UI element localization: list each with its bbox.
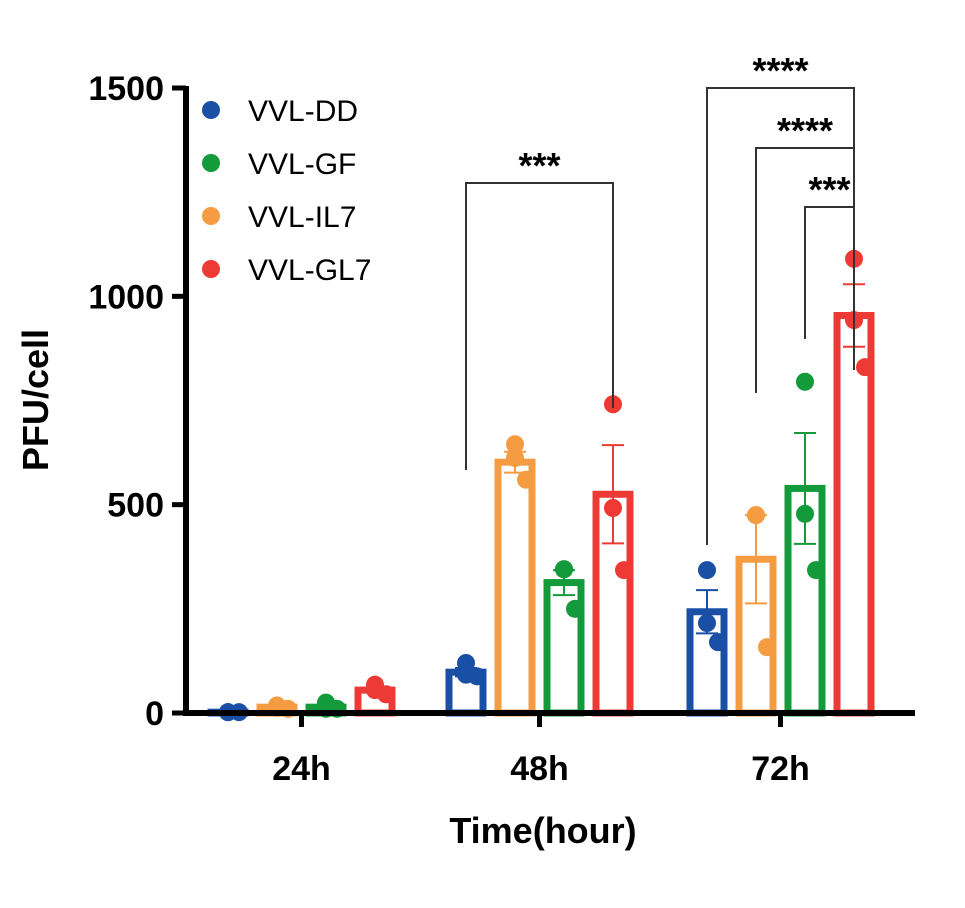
- data-point: [506, 435, 524, 454]
- data-point: [468, 667, 486, 686]
- x-axis-label: Time(hour): [449, 810, 636, 851]
- significance-label: ***: [518, 145, 560, 186]
- legend-label: VVL-GL7: [248, 254, 371, 287]
- significance-label: ****: [752, 50, 808, 91]
- legend-label: VVL-IL7: [248, 201, 356, 234]
- legend-marker: [202, 101, 220, 119]
- data-point: [517, 470, 535, 489]
- significance-label: ***: [808, 169, 850, 210]
- data-point: [758, 638, 776, 657]
- data-point: [555, 560, 573, 579]
- data-point: [698, 561, 716, 580]
- legend-label: VVL-DD: [248, 95, 358, 128]
- x-tick-label: 48h: [510, 750, 569, 788]
- x-tick-label: 24h: [272, 750, 331, 788]
- data-point: [566, 599, 584, 618]
- data-point: [796, 504, 814, 523]
- y-axis-label: PFU/cell: [15, 329, 56, 471]
- data-point: [604, 499, 622, 517]
- legend-marker: [202, 154, 220, 172]
- data-point: [506, 449, 524, 467]
- y-tick-label: 500: [107, 487, 164, 525]
- significance-bracket: [804, 206, 855, 339]
- data-point: [856, 358, 874, 377]
- data-point: [796, 372, 814, 391]
- x-tick-label: 72h: [751, 750, 810, 788]
- data-point: [377, 685, 395, 704]
- legend-marker: [202, 260, 220, 278]
- data-point: [807, 561, 825, 580]
- y-tick-label: 1000: [88, 278, 164, 316]
- data-point: [698, 614, 716, 632]
- legend-marker: [202, 207, 220, 225]
- significance-label: ****: [777, 110, 833, 151]
- legend-label: VVL-GF: [248, 148, 356, 181]
- y-tick-label: 0: [145, 695, 164, 733]
- significance-bracket: [465, 182, 614, 470]
- chart-marks: 0 500 1000 1500 24h 48h 72h VVL-DD VVL-GF VVL-IL7…: [88, 50, 915, 788]
- significance-bracket: [706, 87, 855, 545]
- data-point: [747, 506, 765, 525]
- y-tick-label: 1500: [88, 70, 164, 108]
- bar: [494, 458, 536, 717]
- data-point: [709, 633, 727, 652]
- data-point: [615, 561, 633, 580]
